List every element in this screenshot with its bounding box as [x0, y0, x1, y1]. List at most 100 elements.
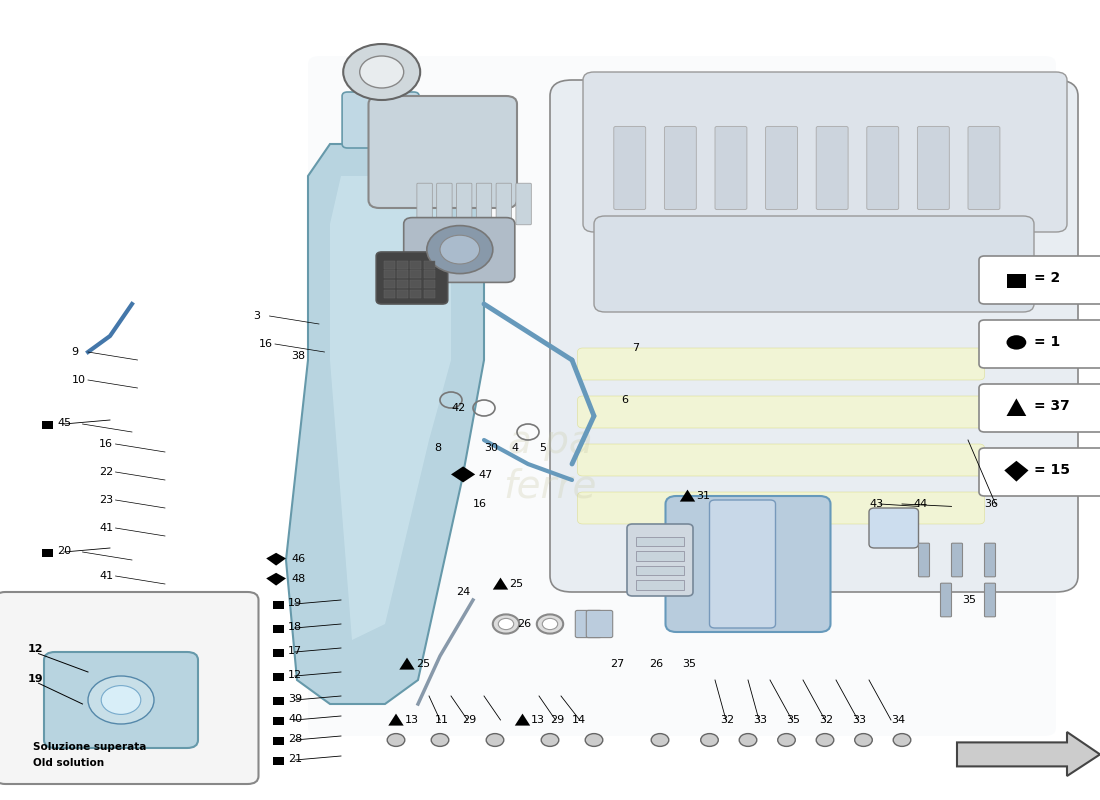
Bar	[410, 280, 421, 288]
Circle shape	[701, 734, 718, 746]
Circle shape	[542, 618, 558, 630]
Text: 44: 44	[913, 499, 927, 509]
FancyBboxPatch shape	[578, 396, 984, 428]
FancyBboxPatch shape	[968, 126, 1000, 210]
Text: Old solution: Old solution	[33, 758, 104, 768]
Text: 45: 45	[57, 418, 72, 428]
Text: 11: 11	[434, 715, 449, 725]
FancyBboxPatch shape	[979, 384, 1100, 432]
Bar	[397, 270, 408, 278]
Text: = 2: = 2	[1034, 270, 1060, 285]
Text: 13: 13	[531, 715, 546, 725]
Text: 20: 20	[57, 546, 72, 556]
Text: 18: 18	[288, 622, 302, 632]
Bar	[384, 261, 395, 269]
FancyBboxPatch shape	[940, 583, 952, 617]
FancyBboxPatch shape	[594, 216, 1034, 312]
Text: 43: 43	[869, 499, 883, 509]
Text: 16: 16	[473, 499, 487, 509]
Text: 25: 25	[416, 659, 430, 669]
FancyBboxPatch shape	[578, 348, 984, 380]
Bar	[273, 717, 284, 725]
Circle shape	[486, 734, 504, 746]
Bar	[273, 601, 284, 609]
Circle shape	[498, 618, 514, 630]
Text: 17: 17	[288, 646, 302, 656]
Text: Soluzione superata: Soluzione superata	[33, 742, 146, 752]
Circle shape	[537, 614, 563, 634]
FancyBboxPatch shape	[627, 524, 693, 596]
Bar	[410, 270, 421, 278]
Bar	[636, 566, 684, 575]
FancyBboxPatch shape	[342, 92, 419, 148]
FancyBboxPatch shape	[816, 126, 848, 210]
Text: 8: 8	[434, 443, 441, 453]
Text: 35: 35	[962, 595, 977, 605]
Bar	[273, 697, 284, 705]
Circle shape	[541, 734, 559, 746]
FancyBboxPatch shape	[516, 183, 531, 225]
Circle shape	[493, 614, 519, 634]
Polygon shape	[286, 144, 484, 704]
Polygon shape	[957, 732, 1100, 776]
Polygon shape	[266, 573, 286, 586]
Bar	[42, 549, 53, 557]
Text: 32: 32	[720, 715, 735, 725]
Bar	[636, 580, 684, 590]
FancyBboxPatch shape	[583, 72, 1067, 232]
Text: 34: 34	[891, 715, 905, 725]
FancyBboxPatch shape	[710, 500, 776, 628]
Polygon shape	[266, 553, 286, 566]
Text: 42: 42	[451, 403, 465, 413]
FancyBboxPatch shape	[550, 80, 1078, 592]
Bar	[397, 280, 408, 288]
Bar	[1006, 274, 1026, 288]
Bar	[397, 290, 408, 298]
FancyBboxPatch shape	[664, 126, 696, 210]
Text: 36: 36	[984, 499, 999, 509]
Circle shape	[101, 686, 141, 714]
Bar	[273, 757, 284, 765]
FancyBboxPatch shape	[984, 543, 996, 577]
Text: 27: 27	[610, 659, 625, 669]
Text: 16: 16	[258, 339, 273, 349]
Text: 6: 6	[621, 395, 628, 405]
Text: 32: 32	[820, 715, 834, 725]
Bar	[424, 280, 434, 288]
FancyBboxPatch shape	[575, 610, 602, 638]
Text: a pa
ferre: a pa ferre	[504, 423, 596, 505]
Circle shape	[360, 56, 404, 88]
Text: 12: 12	[28, 644, 43, 654]
Text: 9: 9	[72, 347, 78, 357]
Circle shape	[739, 734, 757, 746]
Text: 13: 13	[405, 715, 419, 725]
Text: 4: 4	[512, 443, 518, 453]
FancyBboxPatch shape	[476, 183, 492, 225]
FancyBboxPatch shape	[44, 652, 198, 748]
FancyBboxPatch shape	[456, 183, 472, 225]
Text: = 15: = 15	[1034, 462, 1070, 477]
Circle shape	[893, 734, 911, 746]
Bar	[410, 290, 421, 298]
Bar	[636, 551, 684, 561]
FancyBboxPatch shape	[984, 583, 996, 617]
Text: 28: 28	[288, 734, 302, 744]
FancyBboxPatch shape	[578, 444, 984, 476]
Text: 30: 30	[484, 443, 498, 453]
Text: 14: 14	[572, 715, 586, 725]
FancyBboxPatch shape	[869, 508, 918, 548]
Bar	[384, 290, 395, 298]
Text: 5: 5	[539, 443, 546, 453]
Text: 24: 24	[456, 587, 471, 597]
FancyBboxPatch shape	[0, 592, 258, 784]
Bar	[42, 421, 53, 429]
FancyBboxPatch shape	[404, 218, 515, 282]
Circle shape	[427, 226, 493, 274]
Text: 35: 35	[682, 659, 696, 669]
FancyBboxPatch shape	[437, 183, 452, 225]
Text: 19: 19	[288, 598, 302, 608]
FancyBboxPatch shape	[952, 543, 962, 577]
Bar	[424, 270, 434, 278]
Polygon shape	[515, 714, 530, 726]
Bar	[636, 537, 684, 546]
